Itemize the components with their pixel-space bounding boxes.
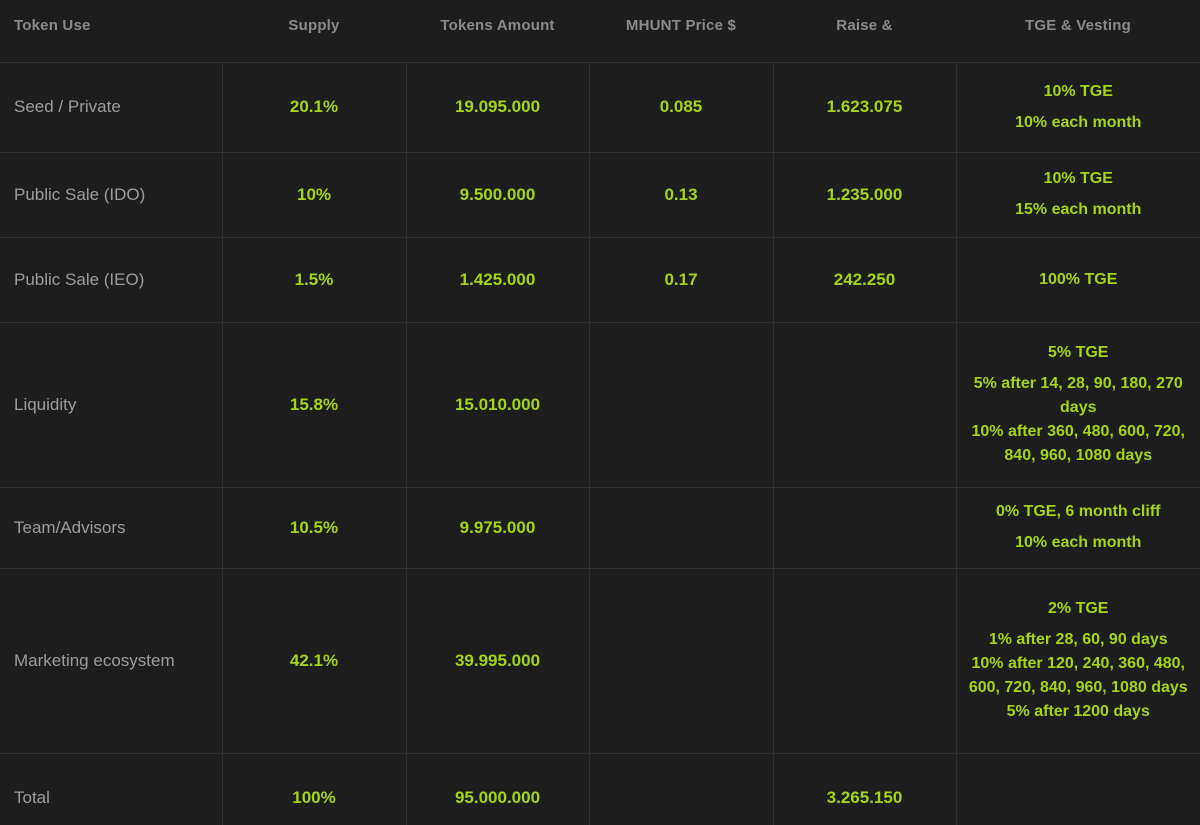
cell-price xyxy=(588,567,773,753)
cell-token-use: Public Sale (IDO) xyxy=(0,151,222,237)
cell-token-use: Public Sale (IEO) xyxy=(0,236,222,322)
table-row-public-sale-ido: Public Sale (IDO) 10% 9.500.000 0.13 1.2… xyxy=(0,151,1200,237)
cell-supply: 10% xyxy=(221,151,406,237)
cell-raise: 242.250 xyxy=(772,236,956,322)
vesting-line: 100% TGE xyxy=(1039,270,1118,288)
vesting-line: 5% after 1200 days xyxy=(1006,703,1150,720)
table-row-seed-private: Seed / Private 20.1% 19.095.000 0.085 1.… xyxy=(0,61,1200,152)
cell-tokens-amount: 9.500.000 xyxy=(405,151,589,237)
cell-supply: 10.5% xyxy=(221,486,406,568)
table-row-marketing-ecosystem: Marketing ecosystem 42.1% 39.995.000 2% … xyxy=(0,567,1200,753)
header-tokens-amount: Tokens Amount xyxy=(440,17,555,35)
vesting-line: 10% each month xyxy=(1015,113,1142,131)
cell-price: 0.17 xyxy=(588,236,773,322)
vesting-line: 10% after 120, 240, 360, 480, 600, 720, … xyxy=(968,655,1188,696)
header-raise: Raise & xyxy=(836,17,893,35)
vesting-line: 5% after 14, 28, 90, 180, 270 days xyxy=(973,375,1183,416)
cell-vesting: 2% TGE 1% after 28, 60, 90 days 10% afte… xyxy=(955,567,1200,753)
cell-vesting: 10% TGE 10% each month xyxy=(955,61,1200,152)
cell-raise: 1.235.000 xyxy=(772,151,956,237)
cell-tokens-amount: 19.095.000 xyxy=(405,61,589,152)
cell-tokens-amount: 95.000.000 xyxy=(405,752,589,825)
header-token-use: Token Use xyxy=(14,17,91,35)
cell-price: 0.085 xyxy=(588,61,773,152)
vesting-line: 5% TGE xyxy=(1048,344,1109,361)
cell-vesting: 5% TGE 5% after 14, 28, 90, 180, 270 day… xyxy=(955,321,1200,487)
vesting-line: 0% TGE, 6 month cliff xyxy=(996,503,1161,520)
cell-supply: 100% xyxy=(221,752,406,825)
cell-supply: 15.8% xyxy=(221,321,406,487)
vesting-line: 2% TGE xyxy=(1048,600,1109,617)
table-row-team-advisors: Team/Advisors 10.5% 9.975.000 0% TGE, 6 … xyxy=(0,486,1200,568)
header-supply: Supply xyxy=(288,17,340,35)
cell-tokens-amount: 39.995.000 xyxy=(405,567,589,753)
vesting-line: 10% after 360, 480, 600, 720, 840, 960, … xyxy=(971,423,1186,464)
cell-token-use: Liquidity xyxy=(0,321,222,487)
cell-vesting: 0% TGE, 6 month cliff 10% each month xyxy=(955,486,1200,568)
cell-price xyxy=(588,321,773,487)
vesting-line: 10% TGE xyxy=(1043,82,1113,100)
cell-raise xyxy=(772,486,956,568)
cell-token-use: Total xyxy=(0,752,222,825)
cell-price: 0.13 xyxy=(588,151,773,237)
cell-supply: 20.1% xyxy=(221,61,406,152)
vesting-line: 10% TGE xyxy=(1043,170,1113,187)
vesting-line: 15% each month xyxy=(1015,201,1142,218)
cell-raise: 1.623.075 xyxy=(772,61,956,152)
cell-vesting: 10% TGE 15% each month xyxy=(955,151,1200,237)
cell-token-use: Team/Advisors xyxy=(0,486,222,568)
cell-tokens-amount: 9.975.000 xyxy=(405,486,589,568)
vesting-line: 10% each month xyxy=(1015,534,1142,551)
cell-price xyxy=(588,752,773,825)
cell-vesting: 100% TGE xyxy=(955,236,1200,322)
cell-supply: 1.5% xyxy=(221,236,406,322)
cell-raise: 3.265.150 xyxy=(772,752,956,825)
header-row: Token Use Supply Tokens Amount MHUNT Pri… xyxy=(0,0,1200,62)
cell-token-use: Seed / Private xyxy=(0,61,222,152)
table-row-total: Total 100% 95.000.000 3.265.150 xyxy=(0,752,1200,825)
cell-vesting xyxy=(955,752,1200,825)
header-tge-vesting: TGE & Vesting xyxy=(1025,17,1131,35)
cell-token-use: Marketing ecosystem xyxy=(0,567,222,753)
cell-price xyxy=(588,486,773,568)
cell-tokens-amount: 1.425.000 xyxy=(405,236,589,322)
table-row-public-sale-ieo: Public Sale (IEO) 1.5% 1.425.000 0.17 24… xyxy=(0,236,1200,322)
cell-tokens-amount: 15.010.000 xyxy=(405,321,589,487)
header-mhunt-price: MHUNT Price $ xyxy=(625,17,737,35)
cell-raise xyxy=(772,321,956,487)
vesting-line: 1% after 28, 60, 90 days xyxy=(988,631,1168,648)
cell-supply: 42.1% xyxy=(221,567,406,753)
table-row-liquidity: Liquidity 15.8% 15.010.000 5% TGE 5% aft… xyxy=(0,321,1200,487)
cell-raise xyxy=(772,567,956,753)
